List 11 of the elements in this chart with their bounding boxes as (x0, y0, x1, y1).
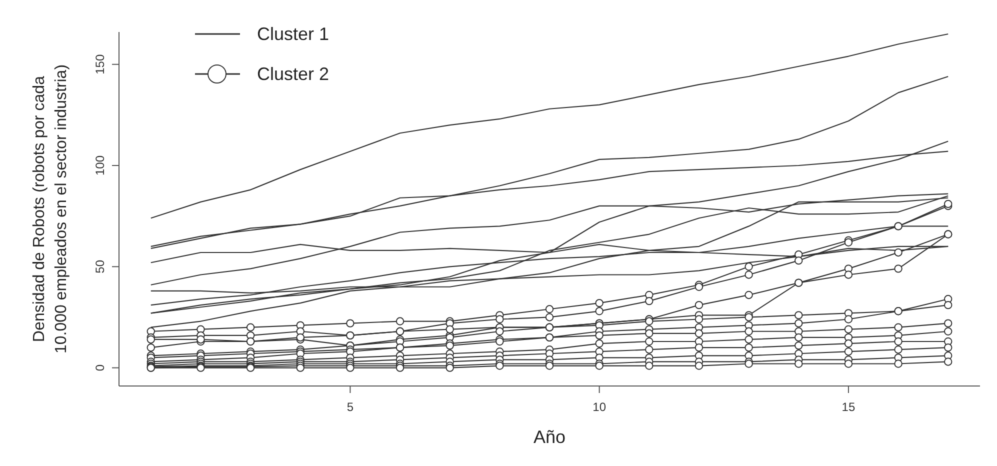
y-tick-label: 100 (93, 155, 107, 176)
y-tick-label: 50 (93, 260, 107, 274)
x-tick-label: 15 (842, 400, 856, 414)
x-tick-label: 10 (592, 400, 606, 414)
legend-label: Cluster 1 (257, 24, 330, 44)
legend-label: Cluster 2 (257, 64, 330, 84)
x-axis-title: Año (533, 427, 566, 447)
x-tick-label: 5 (346, 400, 354, 414)
y-tick-label: 150 (93, 54, 107, 74)
y-axis-title: Densidad de Robots (robots por cada 10.000 empleados en el sector industria) (31, 64, 70, 354)
y-tick-label: 0 (93, 364, 107, 372)
